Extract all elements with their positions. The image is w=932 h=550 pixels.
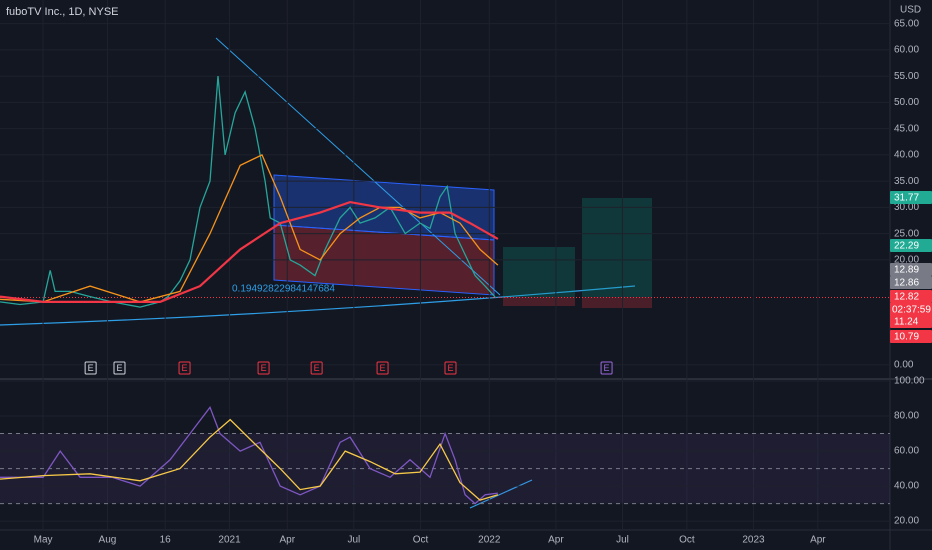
series-line [0, 418, 499, 501]
event-label: E [380, 363, 386, 373]
price-label: 22.29 [894, 241, 919, 252]
y-tick-label: 40.00 [894, 481, 919, 492]
price-label: 12.89 [894, 265, 919, 276]
price-label: 31.77 [894, 193, 919, 204]
series-line [0, 405, 498, 505]
long-target [503, 247, 575, 297]
event-marker [178, 361, 191, 375]
x-tick-label: 2023 [742, 535, 765, 546]
long-stop [582, 297, 652, 308]
price-label-bg [890, 191, 932, 204]
x-tick-label: Apr [548, 535, 564, 546]
x-tick-label: Apr [810, 535, 826, 546]
support-curve [0, 285, 636, 326]
y-tick-label: 60.00 [894, 45, 919, 56]
y-tick-label: 25.00 [894, 228, 919, 239]
price-label-bg [890, 239, 932, 252]
y-tick-label: 50.00 [894, 97, 919, 108]
event-marker [376, 361, 389, 375]
event-marker [257, 361, 270, 375]
x-tick-label: Jul [347, 535, 360, 546]
x-tick-label: May [34, 535, 53, 546]
x-tick-label: 16 [160, 535, 172, 546]
y-tick-label: 55.00 [894, 71, 919, 82]
x-tick-label: Oct [679, 535, 695, 546]
rsi-band [0, 433, 890, 504]
x-tick-label: Oct [413, 535, 429, 546]
countdown-bg [890, 303, 932, 316]
price-label: 12.82 [894, 292, 919, 303]
x-tick-label: Jul [616, 535, 629, 546]
event-label: E [604, 363, 610, 373]
event-label: E [314, 363, 320, 373]
event-label: E [261, 363, 267, 373]
chart-title: fuboTV Inc., 1D, NYSE [6, 6, 119, 18]
y-tick-label: 20.00 [894, 516, 919, 527]
y-tick-label: 65.00 [894, 18, 919, 29]
price-label-bg [890, 263, 932, 276]
currency: USD [900, 5, 921, 16]
trend-line [215, 37, 501, 296]
event-marker [113, 361, 126, 375]
countdown: 02:37:59 [892, 305, 931, 316]
event-label: E [447, 363, 453, 373]
price-label-bg [890, 290, 932, 303]
y-tick-label: 100.00 [894, 376, 925, 387]
y-tick-label: 45.00 [894, 123, 919, 134]
price-label-bg [890, 315, 932, 328]
annotation: 0.19492822984147684 [232, 284, 335, 295]
event-label: E [88, 363, 94, 373]
long-stop [503, 297, 575, 306]
series-line [0, 200, 499, 303]
price-label: 12.86 [894, 278, 919, 289]
y-tick-label: 40.00 [894, 150, 919, 161]
y-tick-label: 30.00 [894, 202, 919, 213]
event-marker [310, 361, 323, 375]
event-marker [600, 361, 613, 375]
x-tick-label: Aug [99, 535, 117, 546]
x-tick-label: Apr [279, 535, 295, 546]
event-label: E [182, 363, 188, 373]
price-label-bg [890, 276, 932, 289]
price-label: 10.79 [894, 332, 919, 343]
price-label: 11.24 [894, 317, 919, 328]
y-tick-label: 35.00 [894, 176, 919, 187]
event-label: E [116, 363, 122, 373]
y-tick-label: 80.00 [894, 411, 919, 422]
event-marker [444, 361, 457, 375]
long-target [582, 198, 652, 297]
y-tick-label: 0.00 [894, 360, 914, 371]
y-tick-label: 20.00 [894, 255, 919, 266]
x-tick-label: 2022 [478, 535, 501, 546]
y-tick-label: 60.00 [894, 446, 919, 457]
price-label-bg [890, 330, 932, 343]
x-tick-label: 2021 [218, 535, 241, 546]
event-marker [84, 361, 97, 375]
